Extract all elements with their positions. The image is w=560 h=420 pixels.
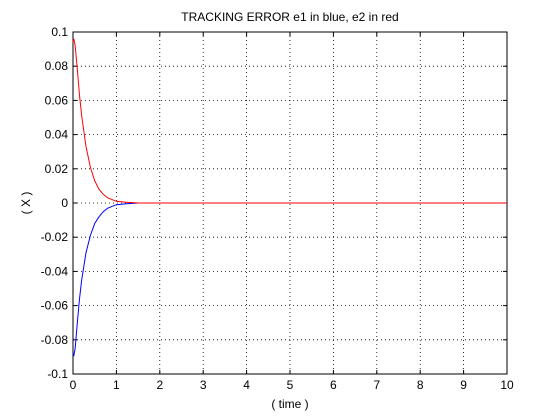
axis-ticks: 0 1 2 3 4 5 6 7 8 9 10 0.1 0.08 0.06 0.04 0.02 0 -0.02 -0.… bbox=[41, 25, 514, 392]
series-lines bbox=[72, 38, 507, 357]
x-tick-label: 6 bbox=[330, 378, 337, 392]
x-tick-label: 7 bbox=[373, 378, 380, 392]
x-tick-label: 10 bbox=[500, 378, 514, 392]
y-tick-label: 0 bbox=[61, 196, 68, 210]
x-tick-label: 0 bbox=[70, 378, 77, 392]
chart-title: TRACKING ERROR e1 in blue, e2 in red bbox=[181, 10, 398, 24]
y-axis-label: ( X ) bbox=[19, 192, 33, 215]
y-tick-label: -0.04 bbox=[41, 264, 69, 278]
y-tick-label: 0.02 bbox=[45, 162, 69, 176]
x-axis-label: ( time ) bbox=[271, 397, 308, 411]
x-tick-label: 5 bbox=[287, 378, 294, 392]
y-tick-label: -0.06 bbox=[41, 299, 69, 313]
y-tick-label: 0.06 bbox=[45, 93, 69, 107]
y-tick-label: 0.08 bbox=[45, 59, 69, 73]
y-tick-label: 0.1 bbox=[51, 25, 68, 39]
x-tick-label: 2 bbox=[156, 378, 163, 392]
y-tick-label: -0.02 bbox=[41, 230, 69, 244]
x-tick-label: 8 bbox=[417, 378, 424, 392]
series-line-e2 bbox=[72, 38, 507, 204]
x-tick-label: 9 bbox=[460, 378, 467, 392]
y-tick-label: 0.04 bbox=[45, 128, 69, 142]
x-tick-label: 1 bbox=[113, 378, 120, 392]
x-tick-label: 4 bbox=[243, 378, 250, 392]
grid-lines bbox=[73, 32, 507, 374]
y-tick-label: -0.08 bbox=[41, 333, 69, 347]
x-tick-label: 3 bbox=[200, 378, 207, 392]
y-tick-label: -0.1 bbox=[47, 367, 68, 381]
